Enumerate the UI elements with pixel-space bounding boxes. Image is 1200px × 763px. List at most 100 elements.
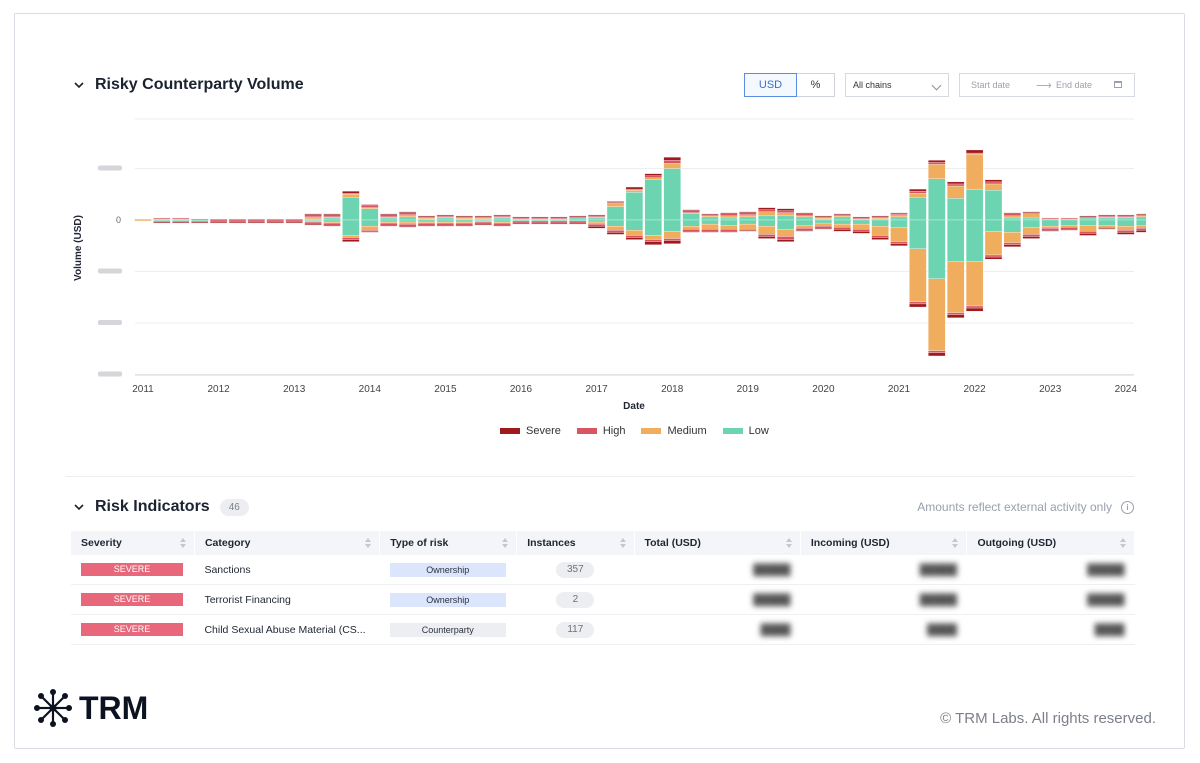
bar-segment-high — [1079, 231, 1097, 234]
copyright-text: © TRM Labs. All rights reserved. — [940, 710, 1156, 727]
type-badge: Counterparty — [389, 622, 506, 637]
bar-segment-high — [928, 162, 946, 165]
x-tick-label: 2023 — [1039, 384, 1062, 395]
bar-segment-low — [739, 216, 757, 221]
bar-segment-medium — [663, 231, 681, 239]
incoming-cell-redacted: █████ — [800, 584, 967, 615]
column-header-category[interactable]: Category — [194, 531, 381, 555]
table-row[interactable]: SEVERE Sanctions Ownership 357 █████ ███… — [71, 555, 1135, 585]
bar-segment-high — [890, 241, 908, 244]
x-tick-label: 2015 — [434, 384, 457, 395]
chain-select[interactable]: All chains — [845, 73, 949, 97]
start-date-input[interactable]: Start date — [971, 80, 1011, 90]
bar-segment-severe — [776, 208, 795, 211]
legend-item-medium[interactable]: Medium — [641, 425, 707, 437]
sort-icon — [952, 538, 959, 548]
bar-segment-high — [455, 216, 473, 219]
bar-segment-low — [890, 216, 908, 221]
bar-segment-severe — [304, 223, 322, 226]
bar-segment-high — [361, 205, 379, 208]
bar-segment-medium — [644, 235, 662, 240]
table-row[interactable]: SEVERE Child Sexual Abuse Material (CS..… — [71, 614, 1135, 645]
bar-segment-severe — [1079, 215, 1097, 218]
column-header-outgoing[interactable]: Outgoing (USD) — [966, 531, 1135, 555]
bar-segment-high — [191, 220, 209, 223]
bar-segment-severe — [247, 221, 266, 224]
bar-segment-medium — [474, 220, 492, 223]
bar-segment-high — [947, 312, 965, 315]
x-tick-label: 2014 — [359, 384, 382, 395]
bar-segment-high — [550, 217, 568, 220]
calendar-icon[interactable] — [1114, 81, 1122, 88]
bar-segment-high — [852, 217, 870, 220]
bar-segment-medium — [701, 215, 719, 218]
indicators-title: Risk Indicators — [95, 498, 210, 515]
x-tick-label: 2016 — [510, 384, 533, 395]
bar-segment-high — [833, 227, 851, 230]
bar-segment-medium — [361, 207, 379, 209]
bar-segment-medium — [625, 230, 644, 236]
y-tick-label-redacted — [98, 371, 122, 377]
bar-segment-low — [663, 219, 681, 232]
bar-segment-high — [1098, 215, 1116, 218]
bar-segment-severe — [1136, 213, 1146, 215]
bar-segment-severe — [209, 221, 228, 224]
category-cell: Terrorist Financing — [194, 584, 380, 615]
bar-segment-severe — [569, 215, 587, 218]
bar-segment-severe — [625, 237, 644, 240]
risky-volume-chart: 0 2011 2012 2013 2014 2015 2016 2017 2018 2019 202… — [73, 118, 1146, 412]
column-header-type-of-risk[interactable]: Type of risk — [379, 531, 518, 555]
type-cell: Ownership — [379, 584, 517, 615]
bar-segment-low — [1041, 219, 1059, 227]
bar-segment-low — [474, 219, 492, 222]
bar-segment-severe — [852, 216, 870, 219]
info-icon[interactable]: i — [1121, 500, 1134, 514]
bar-segment-severe — [587, 214, 606, 217]
indicators-section-header: Risk Indicators 46 — [73, 498, 249, 516]
bar-segment-low — [928, 178, 946, 221]
bar-segment-low — [871, 218, 889, 221]
bar-segment-low — [587, 217, 606, 221]
bar-segment-high — [739, 212, 757, 216]
bar-segment-severe — [493, 214, 511, 217]
bar-segment-low — [304, 218, 322, 221]
bar-segment-severe — [1136, 230, 1146, 233]
legend-item-high[interactable]: High — [576, 425, 625, 437]
x-tick-label: 2021 — [888, 384, 911, 395]
table-row[interactable]: SEVERE Terrorist Financing Ownership 2 █… — [71, 584, 1135, 615]
bar-segment-low — [928, 219, 946, 279]
outgoing-cell-redacted: █████ — [966, 584, 1135, 615]
column-header-severity[interactable]: Severity — [71, 531, 195, 555]
bar-segment-low — [1117, 217, 1135, 221]
bar-segment-high — [682, 229, 700, 232]
end-date-input[interactable]: End date — [1056, 80, 1093, 90]
bar-segment-low — [644, 219, 662, 236]
date-range-picker[interactable]: Start date ⟶ End date — [959, 73, 1135, 97]
bar-segment-medium — [1003, 232, 1022, 243]
legend-item-low[interactable]: Low — [722, 425, 769, 437]
bar-segment-low — [890, 219, 908, 228]
chevron-down-icon[interactable] — [73, 79, 85, 91]
bar-segment-severe — [795, 230, 814, 232]
bar-segment-severe — [361, 204, 379, 206]
bar-segment-medium — [606, 203, 625, 207]
total-cell-redacted: █████ — [634, 584, 801, 615]
column-header-instances[interactable]: Instances — [516, 531, 635, 555]
usd-toggle-button[interactable]: USD — [744, 73, 797, 97]
bar-segment-severe — [947, 314, 965, 318]
column-header-incoming[interactable]: Incoming (USD) — [800, 531, 968, 555]
percent-toggle-button[interactable]: % — [797, 73, 835, 97]
bar-segment-low — [1041, 218, 1059, 221]
column-header-total[interactable]: Total (USD) — [634, 531, 801, 555]
bar-segment-high — [266, 218, 284, 221]
chevron-down-icon[interactable] — [73, 501, 85, 513]
bar-segment-severe — [417, 225, 436, 227]
bar-segment-severe — [172, 221, 190, 224]
bar-segment-high — [417, 216, 436, 219]
instances-badge: 2 — [556, 591, 595, 608]
sort-icon — [1120, 538, 1126, 548]
bar-segment-low — [1136, 216, 1146, 221]
bar-segment-low — [682, 213, 700, 221]
legend-item-severe[interactable]: Severe — [500, 425, 561, 437]
bar-segment-medium — [720, 225, 738, 230]
